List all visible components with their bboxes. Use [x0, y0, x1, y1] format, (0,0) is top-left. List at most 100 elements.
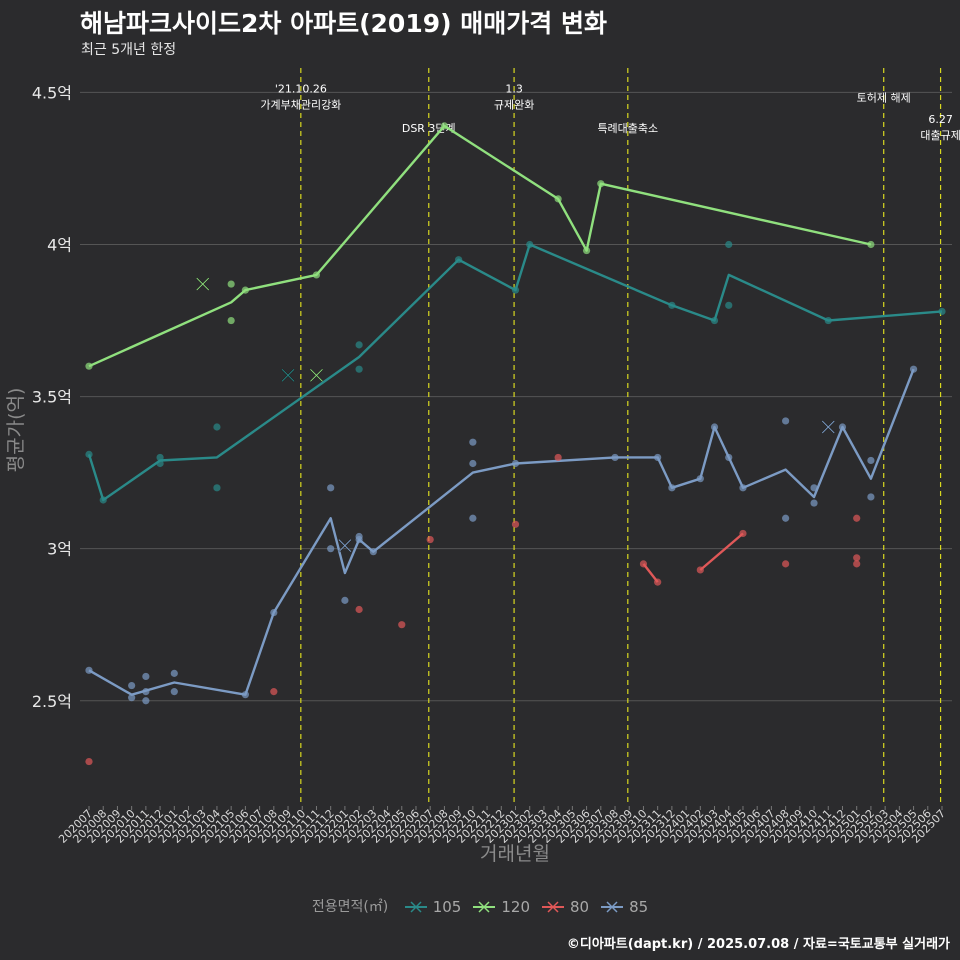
cancelled-stroke — [196, 277, 210, 291]
chart-title: 해남파크사이드2차 아파트(2019) 매매가격 변화 — [80, 9, 607, 38]
data-point-85 — [327, 545, 335, 553]
event-label: 규제완화 — [494, 98, 534, 111]
data-point-105 — [725, 301, 733, 309]
legend-label: 85 — [629, 898, 649, 916]
data-point-80 — [511, 520, 520, 528]
data-point-105 — [938, 307, 946, 316]
y-tick-label: 3억 — [47, 540, 72, 559]
data-point-85 — [241, 691, 249, 699]
y-tick-label: 2.5억 — [32, 692, 72, 711]
cancelled-marker-105 — [281, 368, 295, 382]
data-point-85 — [867, 493, 875, 501]
line-layer — [87, 124, 943, 696]
data-point-85 — [909, 365, 918, 373]
data-point-105 — [355, 341, 363, 349]
data-point-85 — [369, 548, 377, 556]
data-point-105 — [85, 450, 93, 458]
cancelled-stroke — [821, 420, 835, 434]
data-point-80 — [739, 529, 747, 538]
series-line-80 — [699, 532, 744, 571]
data-point-120 — [85, 362, 93, 370]
legend: 전용면적(㎡) 105 120 80 85 — [0, 896, 960, 916]
data-point-85 — [810, 499, 818, 507]
data-point-85 — [128, 694, 136, 702]
data-point-85 — [810, 484, 818, 492]
data-point-80 — [85, 757, 93, 766]
data-point-85 — [355, 535, 363, 544]
grid-layer — [80, 91, 952, 702]
legend-item-80: 80 — [540, 898, 589, 916]
data-point-80 — [696, 566, 704, 574]
data-point-85 — [469, 459, 477, 468]
data-point-85 — [469, 514, 477, 522]
data-point-85 — [142, 688, 150, 696]
data-point-120 — [241, 286, 249, 294]
data-point-85 — [170, 688, 178, 696]
y-tick-label: 4.5억 — [32, 83, 72, 102]
event-label: 가계부채관리강화 — [260, 98, 341, 111]
event-label: 특례대출축소 — [597, 122, 658, 135]
event-label: 6.27 — [928, 113, 953, 126]
series-line-120 — [88, 124, 872, 368]
data-point-105 — [213, 484, 221, 492]
event-label: 대출규제 — [920, 129, 960, 142]
data-point-80 — [782, 560, 790, 568]
cancelled-marker-120 — [309, 368, 324, 382]
data-point-105 — [511, 286, 520, 294]
data-point-120 — [227, 316, 235, 325]
event-label: 1.3 — [505, 82, 523, 95]
y-tick-label: 4억 — [47, 236, 72, 255]
data-point-120 — [597, 180, 605, 188]
cancelled-stroke — [338, 539, 352, 552]
legend-label: 80 — [570, 898, 590, 916]
legend-key-icon — [404, 901, 427, 913]
data-point-120 — [312, 271, 321, 279]
data-point-85 — [654, 453, 662, 462]
y-tick-label: 3.5억 — [32, 388, 72, 407]
cancelled-stroke — [310, 368, 323, 382]
data-point-85 — [867, 456, 875, 465]
data-point-80 — [853, 560, 861, 568]
event-label: '21.10.26 — [275, 82, 327, 95]
cancelled-marker-85 — [338, 539, 352, 553]
data-point-85 — [782, 417, 790, 425]
data-point-105 — [668, 301, 676, 309]
data-point-120 — [440, 122, 449, 130]
data-point-105 — [824, 316, 832, 325]
axis-layer: 2.5억3억3.5억4억4.5억202007202008202009202010… — [5, 83, 948, 865]
data-point-80 — [654, 578, 662, 586]
legend-title: 전용면적(㎡) — [311, 899, 389, 915]
legend-label: 120 — [501, 898, 530, 916]
data-point-120 — [554, 195, 562, 203]
data-point-105 — [526, 240, 534, 249]
event-label: 토허제 해제 — [857, 91, 911, 105]
data-point-85 — [142, 697, 150, 705]
legend-key-cross — [606, 901, 618, 913]
data-point-80 — [270, 688, 278, 696]
data-point-105 — [99, 496, 107, 504]
data-point-85 — [270, 608, 278, 617]
cancelled-marker-120 — [196, 277, 210, 291]
data-point-85 — [128, 681, 136, 690]
data-point-85 — [838, 423, 847, 431]
x-axis-title: 거래년월 — [480, 843, 550, 865]
data-point-85 — [725, 453, 733, 462]
data-point-105 — [355, 365, 363, 373]
legend-key-icon — [601, 901, 624, 913]
data-point-85 — [341, 596, 349, 604]
data-point-105 — [710, 316, 719, 325]
legend-item-120: 120 — [471, 898, 530, 916]
cancelled-marker-85 — [821, 420, 835, 434]
data-point-80 — [355, 605, 363, 614]
data-point-120 — [227, 280, 235, 288]
data-point-120 — [867, 240, 875, 249]
data-point-85 — [696, 475, 704, 483]
legend-key-icon — [542, 901, 564, 913]
legend-key-cross — [410, 901, 422, 913]
data-point-85 — [611, 453, 619, 462]
data-point-85 — [782, 514, 790, 522]
data-point-85 — [668, 484, 676, 492]
legend-key-cross — [478, 901, 490, 913]
